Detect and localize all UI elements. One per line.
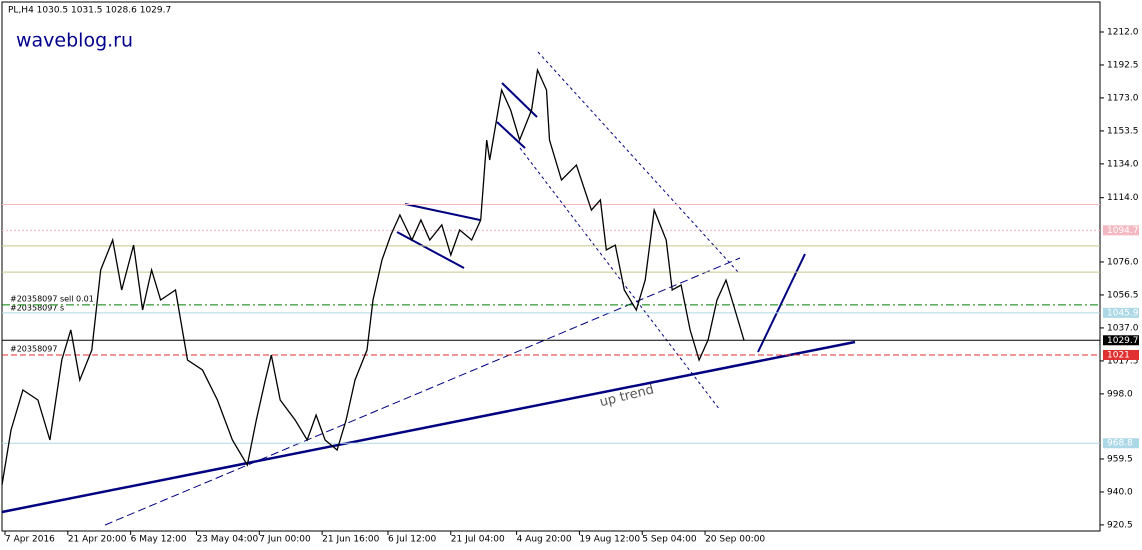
flag-bottom (496, 121, 526, 149)
order-label: #20358097 sell 0.01 (10, 295, 94, 304)
channel-bottom (519, 147, 721, 411)
price-tag (1103, 438, 1139, 449)
price-tag (1103, 307, 1139, 318)
y-tick-label: 1076.0 (1107, 257, 1139, 267)
y-tick-label: 1114.0 (1107, 193, 1139, 203)
y-tick-label: 1153.5 (1107, 126, 1139, 136)
channel-line (104, 257, 741, 526)
x-tick-label: 23 May 04:00 (196, 535, 258, 545)
x-tick-label: 7 Apr 2016 (5, 535, 55, 545)
projection-line (757, 253, 806, 353)
x-tick-label: 4 Aug 20:00 (517, 535, 572, 545)
y-tick-label: 998.0 (1107, 389, 1133, 399)
price-tag-label: 968.8 (1107, 439, 1133, 449)
x-tick-label: 6 Jul 12:00 (388, 535, 437, 545)
y-tick-label: 940.0 (1107, 487, 1133, 497)
y-tick-label: 1212.0 (1107, 27, 1139, 37)
y-tick-label: 1192.5 (1107, 60, 1139, 70)
price-tag (1103, 225, 1139, 236)
order-label: #20358097 s (10, 304, 64, 313)
x-tick-label: 21 Jul 04:00 (451, 535, 505, 545)
y-tick-label: 959.5 (1107, 454, 1133, 464)
price-tag-label: 1094.7 (1107, 226, 1139, 236)
price-tag (1103, 335, 1139, 346)
y-tick-label: 1173.0 (1107, 93, 1139, 103)
y-tick-label: 1134.0 (1107, 159, 1139, 169)
price-line (1, 67, 745, 486)
y-tick-label: 920.5 (1107, 520, 1133, 530)
x-tick-label: 5 Sep 04:00 (642, 535, 697, 545)
channel-top (537, 51, 739, 273)
x-tick-label: 6 May 12:00 (131, 535, 187, 545)
y-tick-label: 1037.0 (1107, 323, 1139, 333)
x-tick-label: 19 Aug 12:00 (579, 535, 640, 545)
x-tick-label: 21 Jun 16:00 (322, 535, 379, 545)
order-label: #20358097 (10, 345, 57, 354)
flag-bottom (396, 231, 465, 269)
x-tick-label: 7 Jun 00:00 (259, 535, 311, 545)
watermark: waveblog.ru (16, 30, 133, 52)
x-tick-label: 21 Apr 20:00 (68, 535, 127, 545)
price-tag-label: 1029.7 (1107, 336, 1139, 346)
price-tag-label: 1021 (1107, 350, 1130, 360)
price-tag-label: 1045.9 (1107, 308, 1139, 318)
price-tag (1103, 349, 1139, 360)
flag-top (404, 203, 481, 221)
up-trend-line (1, 340, 856, 514)
chart-title: PL,H4 1030.5 1031.5 1028.6 1029.7 (8, 6, 171, 16)
y-tick-label: 1017.5 (1107, 356, 1139, 366)
plot-frame (1, 1, 1101, 532)
trend-lines (1, 51, 856, 526)
x-tick-label: 20 Sep 00:00 (705, 535, 765, 545)
y-tick-label: 1056.5 (1107, 290, 1139, 300)
